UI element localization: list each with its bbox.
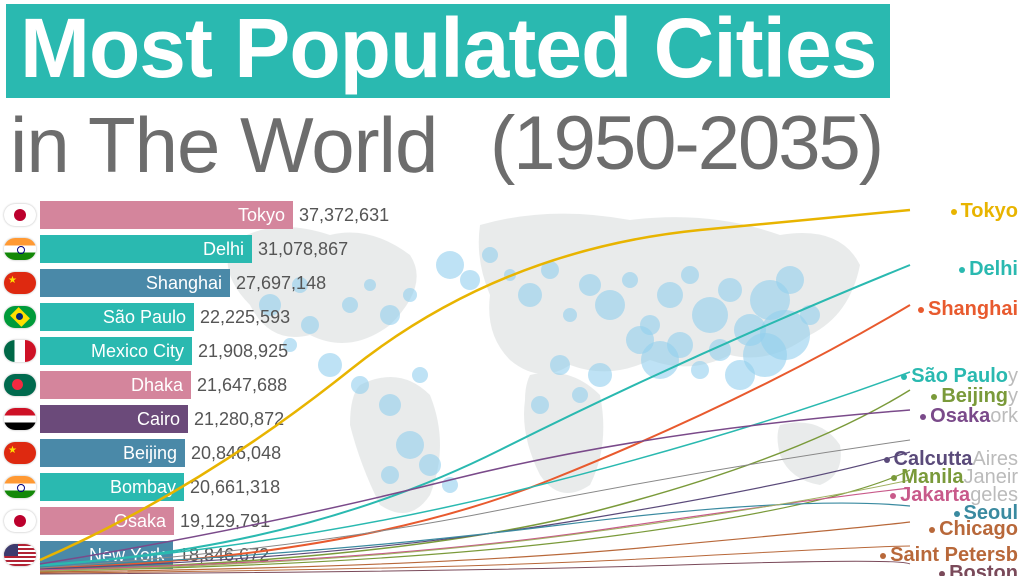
flag-icon bbox=[4, 238, 36, 260]
bar-value: 31,078,867 bbox=[258, 239, 348, 260]
bar: New York bbox=[40, 541, 173, 569]
line-label: Boston bbox=[939, 562, 1018, 576]
chart-page: Most Populated Cities in The World (1950… bbox=[0, 0, 1024, 576]
bar-row: Bombay 20,661,318 bbox=[0, 470, 389, 504]
bar-row: São Paulo 22,225,593 bbox=[0, 300, 389, 334]
line-label: Chicago bbox=[929, 518, 1018, 541]
bar-value: 21,908,925 bbox=[198, 341, 288, 362]
flag-icon bbox=[4, 544, 36, 566]
bar-value: 18,846,672 bbox=[179, 545, 269, 566]
line-label: Shanghai bbox=[918, 298, 1018, 321]
bar-row: Shanghai 27,697,148 bbox=[0, 266, 389, 300]
bar-value: 37,372,631 bbox=[299, 205, 389, 226]
bar-value: 20,661,318 bbox=[190, 477, 280, 498]
flag-icon bbox=[4, 340, 36, 362]
title-highlight: Most Populated Cities bbox=[6, 4, 890, 98]
bar: Beijing bbox=[40, 439, 185, 467]
line-label: Tokyo bbox=[951, 200, 1018, 223]
bar-row: New York 18,846,672 bbox=[0, 538, 389, 572]
bar-row: Cairo 21,280,872 bbox=[0, 402, 389, 436]
bar: Dhaka bbox=[40, 371, 191, 399]
line-label: Osakaork bbox=[920, 405, 1018, 428]
bar: Delhi bbox=[40, 235, 252, 263]
flag-icon bbox=[4, 442, 36, 464]
bar-chart: Tokyo 37,372,631 Delhi 31,078,867 Shanghai 27… bbox=[0, 198, 389, 572]
bar-value: 20,846,048 bbox=[191, 443, 281, 464]
flag-icon bbox=[4, 510, 36, 532]
bar-value: 21,280,872 bbox=[194, 409, 284, 430]
flag-icon bbox=[4, 204, 36, 226]
bar-row: Osaka 19,129,791 bbox=[0, 504, 389, 538]
bar-row: Beijing 20,846,048 bbox=[0, 436, 389, 470]
bar-value: 27,697,148 bbox=[236, 273, 326, 294]
title-sub: in The World bbox=[10, 100, 437, 191]
bar: Osaka bbox=[40, 507, 174, 535]
line-label: Delhi bbox=[959, 258, 1018, 281]
bar: Mexico City bbox=[40, 337, 192, 365]
flag-icon bbox=[4, 408, 36, 430]
bar-value: 22,225,593 bbox=[200, 307, 290, 328]
flag-icon bbox=[4, 272, 36, 294]
bar-row: Delhi 31,078,867 bbox=[0, 232, 389, 266]
bar: Cairo bbox=[40, 405, 188, 433]
bar: Shanghai bbox=[40, 269, 230, 297]
bar: Bombay bbox=[40, 473, 184, 501]
bar-row: Dhaka 21,647,688 bbox=[0, 368, 389, 402]
bar-row: Mexico City 21,908,925 bbox=[0, 334, 389, 368]
flag-icon bbox=[4, 476, 36, 498]
bar-value: 21,647,688 bbox=[197, 375, 287, 396]
flag-icon bbox=[4, 306, 36, 328]
bar: São Paulo bbox=[40, 303, 194, 331]
flag-icon bbox=[4, 374, 36, 396]
title-years: (1950-2035) bbox=[490, 100, 882, 187]
bar-value: 19,129,791 bbox=[180, 511, 270, 532]
bar: Tokyo bbox=[40, 201, 293, 229]
bar-row: Tokyo 37,372,631 bbox=[0, 198, 389, 232]
